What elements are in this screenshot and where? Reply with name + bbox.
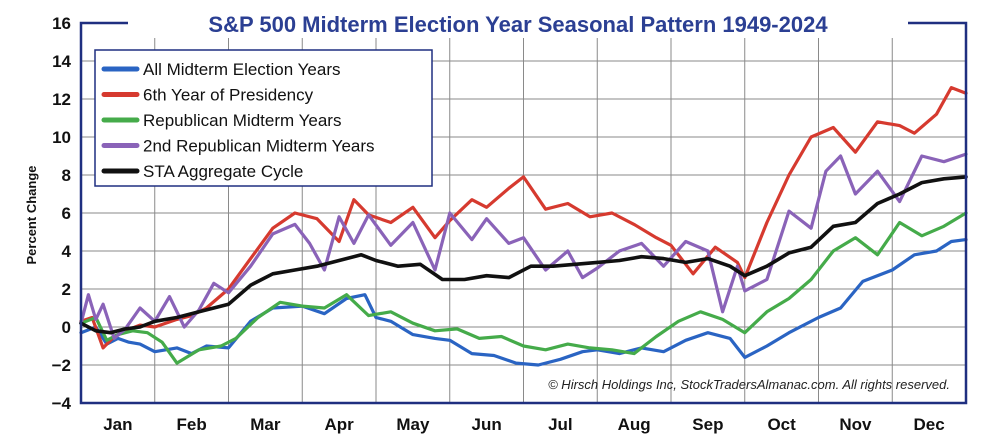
legend: All Midterm Election Years 6th Year of Pr… xyxy=(94,49,433,187)
x-tick-label: Apr xyxy=(324,415,354,434)
y-tick-label: 4 xyxy=(62,242,72,261)
x-axis-ticks: Jan Feb Mar Apr May Jun Jul Aug Sep Oct Nov Dec xyxy=(103,415,944,434)
series-line xyxy=(79,85,968,350)
title-background xyxy=(128,8,908,38)
series-line xyxy=(79,152,968,340)
legend-box xyxy=(94,49,433,187)
y-tick-label: 8 xyxy=(62,166,71,185)
x-tick-label: Nov xyxy=(839,415,872,434)
chart-title: S&P 500 Midterm Election Year Seasonal P… xyxy=(208,12,828,37)
x-tick-label: Aug xyxy=(618,415,651,434)
y-tick-label: −2 xyxy=(52,356,71,375)
legend-label: 2nd Republican Midterm Years xyxy=(143,137,375,156)
y-tick-label: 0 xyxy=(62,318,71,337)
series-lines xyxy=(79,85,968,367)
copyright-note: © Hirsch Holdings Inc, StockTradersAlman… xyxy=(548,377,950,392)
x-tick-label: Mar xyxy=(250,415,281,434)
y-tick-label: 2 xyxy=(62,280,71,299)
y-tick-label: 12 xyxy=(52,90,71,109)
x-tick-label: Jun xyxy=(472,415,502,434)
x-tick-label: Jul xyxy=(548,415,573,434)
legend-label: 6th Year of Presidency xyxy=(143,86,314,105)
legend-label: All Midterm Election Years xyxy=(143,60,340,79)
series-line xyxy=(79,175,968,335)
x-tick-label: May xyxy=(396,415,430,434)
x-tick-label: Feb xyxy=(177,415,207,434)
x-tick-label: Oct xyxy=(767,415,796,434)
x-tick-label: Sep xyxy=(692,415,723,434)
y-axis-label: Percent Change xyxy=(24,166,39,265)
legend-label: STA Aggregate Cycle xyxy=(143,162,303,181)
x-tick-label: Jan xyxy=(103,415,132,434)
x-tick-label: Dec xyxy=(914,415,945,434)
y-tick-label: 14 xyxy=(52,52,71,71)
y-tick-label: −4 xyxy=(52,394,72,413)
series-line xyxy=(79,211,968,365)
series-line xyxy=(79,238,968,367)
y-tick-label: 6 xyxy=(62,204,71,223)
y-axis-ticks: −4 −2 0 2 4 6 8 10 12 14 16 xyxy=(52,14,72,413)
legend-label: Republican Midterm Years xyxy=(143,111,341,130)
y-tick-label: 16 xyxy=(52,14,71,33)
y-tick-label: 10 xyxy=(52,128,71,147)
